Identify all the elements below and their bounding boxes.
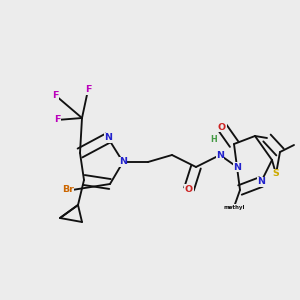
- Text: S: S: [273, 169, 279, 178]
- Text: O: O: [185, 184, 193, 194]
- Text: methyl: methyl: [223, 205, 245, 209]
- Text: Br: Br: [62, 185, 74, 194]
- Text: N: N: [104, 134, 112, 142]
- Text: N: N: [257, 178, 265, 187]
- Text: F: F: [85, 85, 91, 94]
- Text: F: F: [54, 116, 60, 124]
- Text: F: F: [52, 91, 58, 100]
- Text: N: N: [233, 163, 241, 172]
- Text: O: O: [218, 122, 226, 131]
- Text: N: N: [216, 151, 224, 160]
- Text: H: H: [211, 136, 218, 145]
- Text: N: N: [119, 158, 127, 166]
